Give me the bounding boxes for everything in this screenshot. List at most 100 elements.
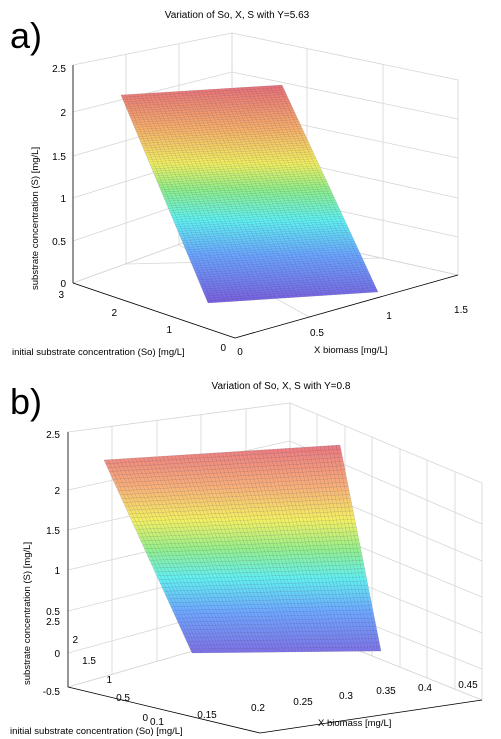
- surface-mesh-line: [147, 146, 311, 158]
- surface-mesh-line: [177, 91, 268, 300]
- surface-mesh-line: [187, 243, 356, 255]
- panel-b-title: Variation of So, X, S with Y=0.8: [212, 381, 351, 392]
- surface-mesh-line: [181, 91, 272, 299]
- panel-b-xtick: 0.2: [251, 703, 265, 714]
- surface-mesh-line: [109, 457, 343, 472]
- surface-mesh-line: [190, 454, 262, 653]
- panel-b-ztick: 2: [54, 486, 60, 497]
- panel-b-ztick: 0: [54, 649, 60, 660]
- surface-mesh-line: [162, 580, 368, 588]
- surface-mesh-line: [183, 630, 377, 634]
- surface-mesh-line: [119, 481, 348, 495]
- surface-mesh-line: [178, 222, 347, 234]
- surface-mesh-line: [312, 446, 360, 652]
- surface-mesh-line: [149, 93, 238, 302]
- surface-mesh-line: [140, 93, 230, 302]
- surface-mesh-line: [172, 605, 372, 611]
- surface-mesh-line: [148, 149, 312, 160]
- surface-mesh-line: [261, 449, 319, 652]
- surface-mesh-line: [126, 98, 289, 110]
- surface-mesh-line: [265, 449, 322, 652]
- surface-mesh-line: [284, 448, 338, 652]
- surface-mesh-line: [177, 617, 375, 623]
- panel-b-xlabel: X biomass [mg/L]: [318, 718, 391, 729]
- surface-mesh-line: [202, 453, 271, 653]
- surface-mesh-line: [184, 236, 353, 248]
- panel-b-surface: [103, 444, 382, 654]
- surface-mesh-line: [138, 126, 302, 137]
- surface-mesh-line: [213, 452, 281, 653]
- surface-mesh-line: [169, 597, 371, 603]
- surface-mesh-line: [277, 85, 374, 293]
- surface-mesh-line: [143, 457, 224, 653]
- panel-b-xtick: 0.45: [458, 680, 478, 691]
- surface-mesh-line: [237, 451, 300, 652]
- surface-mesh-line: [114, 469, 345, 484]
- surface-mesh-line: [157, 172, 323, 183]
- surface-mesh-line: [176, 613, 374, 619]
- surface-mesh-line: [203, 280, 373, 292]
- panel-a-ztick: 1.5: [52, 152, 66, 163]
- surface-mesh-line: [147, 457, 227, 653]
- surface-mesh-line: [157, 92, 247, 301]
- surface-mesh-line: [281, 84, 379, 293]
- surface-mesh-line: [150, 156, 316, 167]
- surface-mesh-line: [173, 209, 340, 220]
- surface-mesh-line: [107, 459, 196, 654]
- surface-mesh-line: [160, 576, 367, 584]
- surface-mesh-line: [179, 621, 376, 627]
- surface-mesh-line: [265, 85, 362, 294]
- surface-mesh-line: [137, 523, 356, 534]
- surface-mesh-line: [237, 87, 332, 296]
- surface-mesh-line: [221, 452, 287, 653]
- surface-mesh-line: [162, 456, 240, 653]
- surface-mesh-line: [257, 86, 353, 294]
- panel-b-zlabel: substrate concentration (S) [mg/L]: [22, 542, 33, 685]
- surface-mesh-line: [128, 94, 217, 303]
- panel-b-ztick: 1.5: [46, 526, 60, 537]
- surface-mesh-line: [154, 165, 320, 177]
- surface-mesh-line: [288, 448, 341, 652]
- surface-mesh-line: [207, 291, 379, 304]
- surface-mesh-line: [217, 88, 311, 297]
- surface-mesh-line: [171, 204, 338, 216]
- surface-mesh-line: [169, 199, 336, 211]
- surface-mesh-line: [210, 453, 278, 653]
- surface-mesh-line: [122, 89, 285, 100]
- surface-mesh-line: [132, 94, 221, 303]
- surface-mesh-line: [111, 459, 199, 654]
- panel-a-x-axis: [234, 274, 459, 339]
- surface-mesh-line: [167, 195, 334, 207]
- surface-mesh-line: [213, 89, 306, 297]
- surface-mesh-line: [181, 229, 350, 241]
- surface-mesh-line: [174, 455, 249, 653]
- surface-mesh-line: [273, 85, 370, 293]
- surface-mesh-line: [181, 626, 377, 631]
- surface-mesh-line: [190, 250, 359, 262]
- surface-mesh-line: [130, 506, 353, 519]
- surface-mesh-line: [167, 593, 370, 600]
- surface-mesh-line: [123, 458, 208, 653]
- surface-mesh-line: [261, 86, 357, 294]
- surface-mesh-line: [185, 90, 277, 299]
- surface-mesh-line: [159, 176, 325, 188]
- surface-mesh-line: [206, 453, 275, 653]
- surface-mesh-line: [135, 457, 218, 653]
- surface-mesh-line: [153, 560, 363, 569]
- surface-mesh-line: [186, 241, 355, 253]
- surface-mesh-line: [125, 494, 350, 507]
- surface-mesh-line: [158, 456, 237, 653]
- surface-mesh-line: [121, 87, 284, 98]
- surface-mesh-line: [272, 449, 328, 652]
- surface-mesh-line: [241, 451, 303, 652]
- surface-mesh-line: [103, 444, 341, 461]
- surface-mesh-line: [197, 90, 289, 298]
- panel-a-ytick: 3: [58, 290, 64, 301]
- surface-mesh-line: [155, 564, 364, 573]
- surface-mesh-line: [184, 634, 378, 638]
- panel-b-ztick: 0.5: [46, 607, 60, 618]
- surface-mesh-line: [205, 89, 298, 298]
- surface-mesh-line: [127, 458, 212, 653]
- surface-mesh-line: [193, 90, 285, 299]
- surface-mesh-line: [182, 454, 256, 653]
